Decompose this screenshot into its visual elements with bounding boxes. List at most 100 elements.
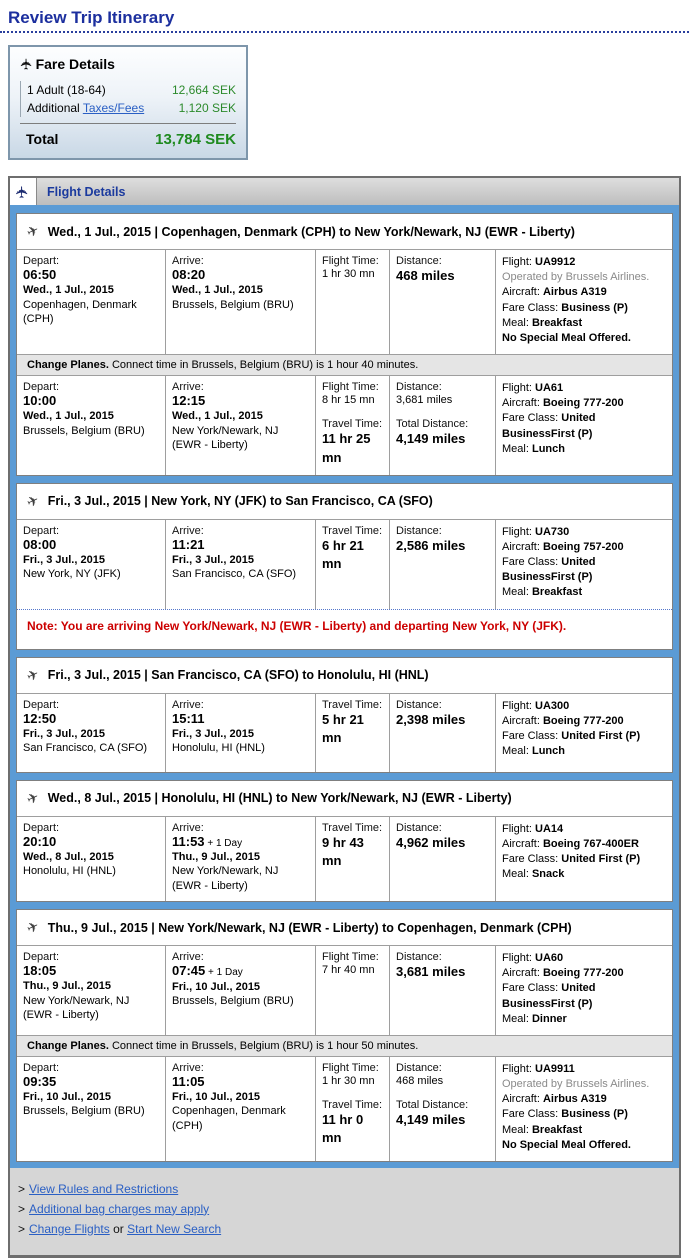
segments: ✈ Wed., 1 Jul., 2015 | Copenhagen, Denmar… [10, 207, 679, 1168]
arrive-time: 12:15 [172, 393, 206, 409]
distance-label: Total Distance: [396, 1099, 469, 1112]
change-planes-row: Change Planes. Connect time in Brussels,… [17, 1034, 672, 1056]
flight-details-header: ✈ Flight Details [10, 178, 679, 207]
distance-entry: Distance: 3,681 miles [396, 951, 489, 981]
depart-time: 12:50 [23, 710, 57, 726]
depart-location: Brussels, Belgium (BRU) [23, 1105, 145, 1118]
distance-cell: Distance: 3,681 miles [389, 946, 495, 1035]
flight-info-line: Flight: UA9911 [502, 1062, 575, 1075]
flight-info-line: Fare Class: United BusinessFirst (P) [502, 982, 596, 1010]
time-value: 11 hr 25 mn [322, 431, 371, 465]
fare-details-header: ✈ Fare Details [18, 55, 236, 73]
flight-info-line: Flight: UA300 [502, 699, 570, 712]
footer-bullet: > [18, 1201, 26, 1216]
time-value: 5 hr 21 mn [322, 711, 364, 745]
depart-time: 06:50 [23, 267, 57, 282]
time-label: Flight Time: [322, 255, 379, 267]
footer-link-line: > Additional bag charges may apply [18, 1200, 671, 1220]
depart-location: Honolulu, HI (HNL) [23, 865, 116, 878]
time-label: Travel Time: [322, 698, 383, 711]
time-cell: Travel Time: 9 hr 43 mn [315, 816, 389, 902]
flight-segment: ✈ Fri., 3 Jul., 2015 | San Francisco, CA … [16, 656, 673, 773]
fare-separator [20, 123, 236, 124]
page-title: Review Trip Itinerary [8, 8, 175, 27]
arrive-cell: Arrive: 08:20 Wed., 1 Jul., 2015 Brussels, … [165, 250, 315, 355]
depart-cell: Depart: 20:10 Wed., 8 Jul., 2015 Honolulu, … [17, 817, 165, 901]
flight-info-line: Fare Class: United First (P) [502, 730, 641, 742]
arrive-label: Arrive: [172, 524, 204, 537]
time-value: 1 hr 30 mn [322, 268, 375, 280]
time-cell: Flight Time: 1 hr 30 mn Travel Time: 11 hr … [315, 1056, 389, 1161]
arrive-time: 15:11 [172, 710, 205, 726]
flight-info-line: Aircraft: Boeing 777-200 [502, 397, 624, 410]
segment-title: Fri., 3 Jul., 2015 | San Francisco, CA (… [47, 668, 429, 683]
time-label: Flight Time: [322, 381, 379, 394]
fare-details-box: ✈ Fare Details 1 Adult (18-64) 12,664 SEK… [8, 45, 248, 160]
distance-label: Total Distance: [396, 418, 469, 431]
flight-info-line: Meal: Lunch [502, 442, 565, 455]
operated-by-line: Operated by Brussels Airlines. [502, 271, 650, 284]
flight-info-line: Fare Class: United First (P) [502, 853, 641, 865]
operated-by-line: Operated by Brussels Airlines. [502, 1078, 650, 1091]
taxes-fees-link[interactable]: Taxes/Fees [82, 101, 145, 115]
segment-header: ✈ Wed., 1 Jul., 2015 | Copenhagen, Denmar… [17, 214, 672, 249]
flight-leg-row: Depart: 20:10 Wed., 8 Jul., 2015 Honolulu, … [17, 815, 672, 902]
arrive-label: Arrive: [172, 821, 204, 834]
distance-cell: Distance: 468 miles [389, 250, 495, 355]
depart-label: Depart: [23, 524, 60, 537]
fare-row: Additional Taxes/Fees 1,120 SEK [20, 99, 236, 117]
time-entry: Travel Time: 6 hr 21 mn [322, 525, 383, 573]
arrive-location: Brussels, Belgium (BRU) [172, 298, 294, 311]
plane-icon: ✈ [18, 57, 36, 71]
footer-bullet: > [18, 1181, 26, 1196]
flight-info-line: Flight: UA9912 [502, 256, 576, 268]
footer-link[interactable]: Start New Search [127, 1221, 222, 1236]
depart-date: Fri., 3 Jul., 2015 [23, 554, 105, 567]
footer-link[interactable]: View Rules and Restrictions [29, 1181, 179, 1196]
depart-time: 10:00 [23, 393, 57, 409]
arrive-time: 08:20 [172, 267, 206, 282]
distance-label: Distance: [396, 821, 442, 834]
distance-cell: Distance: 4,962 miles [389, 816, 495, 902]
depart-location: Copenhagen, Denmark (CPH) [23, 298, 137, 325]
depart-cell: Depart: 12:50 Fri., 3 Jul., 2015 San Franci… [17, 694, 165, 772]
depart-date: Fri., 10 Jul., 2015 [23, 1091, 112, 1104]
flight-leg-row: Depart: 08:00 Fri., 3 Jul., 2015 New York, … [17, 518, 672, 609]
fare-total-amount: 13,784 SEK [155, 131, 236, 148]
flight-info-line: Meal: Lunch [502, 745, 565, 758]
distance-entry: Distance: 4,962 miles [396, 822, 489, 852]
segment-header: ✈ Fri., 3 Jul., 2015 | New York, NY (JFK)… [17, 484, 672, 519]
flight-info-line: Meal: Snack [502, 868, 565, 881]
time-cell: Flight Time: 1 hr 30 mn [315, 250, 389, 355]
arrive-time: 07:45 + 1 Day [172, 963, 243, 979]
distance-cell: Distance: 2,586 miles [389, 519, 495, 609]
footer-link[interactable]: Change Flights [29, 1221, 110, 1236]
fare-total-label: Total [26, 131, 59, 147]
depart-label: Depart: [23, 1061, 60, 1074]
no-special-meal-line: No Special Meal Offered. [502, 1138, 631, 1151]
arrive-cell: Arrive: 11:05 Fri., 10 Jul., 2015 Copenhage… [165, 1056, 315, 1161]
segment-header: ✈ Wed., 8 Jul., 2015 | Honolulu, HI (HNL)… [17, 781, 672, 816]
arrive-time: 11:53 + 1 Day [172, 833, 243, 849]
flight-info-cell: Flight: UA60 Aircraft: Boeing 777-200 Fare… [495, 946, 672, 1035]
distance-label: Distance: [396, 1061, 442, 1074]
arrive-location: New York/Newark, NJ (EWR - Liberty) [172, 865, 279, 892]
fare-total-row: Total 13,784 SEK [20, 131, 236, 148]
flight-details-title: Flight Details [47, 184, 126, 199]
footer-link-line: > Change Flights or Start New Search [18, 1220, 671, 1240]
time-entry: Travel Time: 11 hr 0 mn [322, 1099, 383, 1147]
time-value: 8 hr 15 mn [322, 394, 375, 407]
flight-info-line: Meal: Breakfast [502, 586, 583, 599]
footer-link[interactable]: Additional bag charges may apply [29, 1201, 210, 1216]
time-cell: Flight Time: 8 hr 15 mn Travel Time: 11 hr … [315, 376, 389, 475]
arrive-location: Copenhagen, Denmark (CPH) [172, 1105, 286, 1132]
depart-cell: Depart: 08:00 Fri., 3 Jul., 2015 New York, … [17, 520, 165, 609]
flight-info-line: Aircraft: Boeing 757-200 [502, 540, 624, 553]
arrive-date: Fri., 3 Jul., 2015 [172, 727, 254, 740]
flight-leg-row: Depart: 18:05 Thu., 9 Jul., 2015 New York/N… [17, 945, 672, 1035]
arrive-cell: Arrive: 11:53 + 1 Day Thu., 9 Jul., 2015 Ne… [165, 816, 315, 902]
time-value: 1 hr 30 mn [322, 1074, 375, 1087]
arrive-location: Honolulu, HI (HNL) [172, 742, 265, 755]
arrive-label: Arrive: [172, 381, 204, 394]
distance-label: Distance: [396, 951, 442, 964]
